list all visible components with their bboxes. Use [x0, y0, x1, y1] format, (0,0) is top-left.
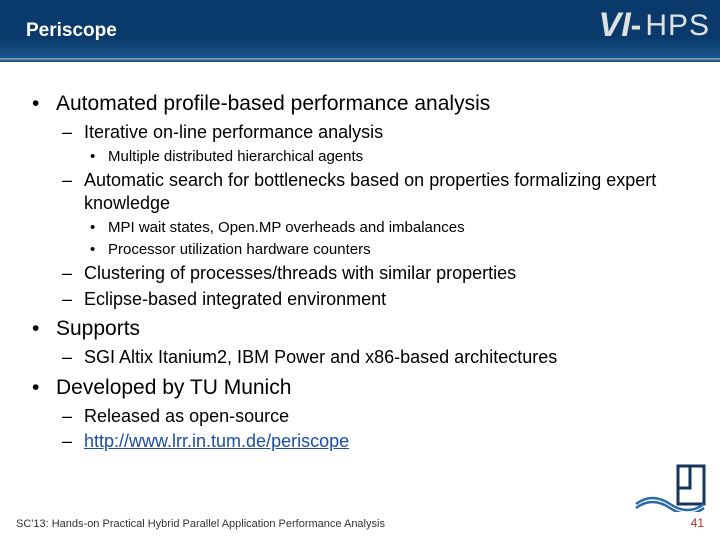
bullet-l1: Supports SGI Altix Itanium2, IBM Power an…: [28, 315, 692, 370]
logo-dash: -: [631, 7, 642, 44]
bullet-l2-text: Iterative on-line performance analysis: [84, 122, 383, 142]
bullet-l1-text: Supports: [56, 317, 140, 340]
bullet-l2-text[interactable]: http://www.lrr.in.tum.de/periscope: [84, 431, 349, 451]
bullet-l2: Automatic search for bottlenecks based o…: [56, 169, 692, 260]
vihps-logo: VI-HPS: [599, 6, 710, 45]
bullet-l2: Eclipse-based integrated environment: [56, 288, 692, 311]
bullet-l2-text: Clustering of processes/threads with sim…: [84, 263, 516, 283]
slide-header: Periscope VI-HPS: [0, 0, 720, 62]
bullet-l2-text: Eclipse-based integrated environment: [84, 289, 386, 309]
logo-hps: HPS: [645, 9, 710, 43]
slide-title: Periscope: [26, 20, 117, 42]
bullet-l2: SGI Altix Itanium2, IBM Power and x86-ba…: [56, 346, 692, 369]
bullet-l3-text: Processor utilization hardware counters: [108, 241, 371, 258]
bullet-list-l2: Released as open-source http://www.lrr.in…: [56, 405, 692, 454]
bullet-l2-text: SGI Altix Itanium2, IBM Power and x86-ba…: [84, 347, 557, 367]
bullet-l3: MPI wait states, Open.MP overheads and i…: [84, 218, 692, 238]
header-divider: [0, 58, 720, 62]
slide-content: Automated profile-based performance anal…: [0, 62, 720, 454]
bullet-l3-text: MPI wait states, Open.MP overheads and i…: [108, 219, 465, 236]
bullet-list-l1: Automated profile-based performance anal…: [28, 90, 692, 454]
page-number: 41: [691, 516, 704, 530]
bullet-l1: Developed by TU Munich Released as open-s…: [28, 374, 692, 454]
bullet-list-l3: MPI wait states, Open.MP overheads and i…: [84, 218, 692, 261]
bullet-l2: Iterative on-line performance analysis Mu…: [56, 121, 692, 167]
bullet-l1-text: Automated profile-based performance anal…: [56, 92, 490, 115]
bullet-l2-text: Released as open-source: [84, 406, 289, 426]
bullet-l2: Clustering of processes/threads with sim…: [56, 262, 692, 285]
slide-footer: SC'13: Hands-on Practical Hybrid Paralle…: [16, 516, 704, 530]
bullet-l1: Automated profile-based performance anal…: [28, 90, 692, 311]
psc-logo-icon: [634, 464, 706, 512]
bullet-l1-text: Developed by TU Munich: [56, 376, 291, 399]
bullet-l2: Released as open-source: [56, 405, 692, 428]
bullet-list-l2: SGI Altix Itanium2, IBM Power and x86-ba…: [56, 346, 692, 369]
footer-text: SC'13: Hands-on Practical Hybrid Paralle…: [16, 518, 385, 530]
bullet-l2-text: Automatic search for bottlenecks based o…: [84, 170, 656, 213]
bullet-l3-text: Multiple distributed hierarchical agents: [108, 148, 363, 165]
bullet-l3: Processor utilization hardware counters: [84, 240, 692, 260]
bullet-list-l3: Multiple distributed hierarchical agents: [84, 147, 692, 167]
logo-vi: VI: [599, 6, 631, 45]
bullet-l3: Multiple distributed hierarchical agents: [84, 147, 692, 167]
bullet-l2: http://www.lrr.in.tum.de/periscope: [56, 430, 692, 453]
bullet-list-l2: Iterative on-line performance analysis Mu…: [56, 121, 692, 311]
